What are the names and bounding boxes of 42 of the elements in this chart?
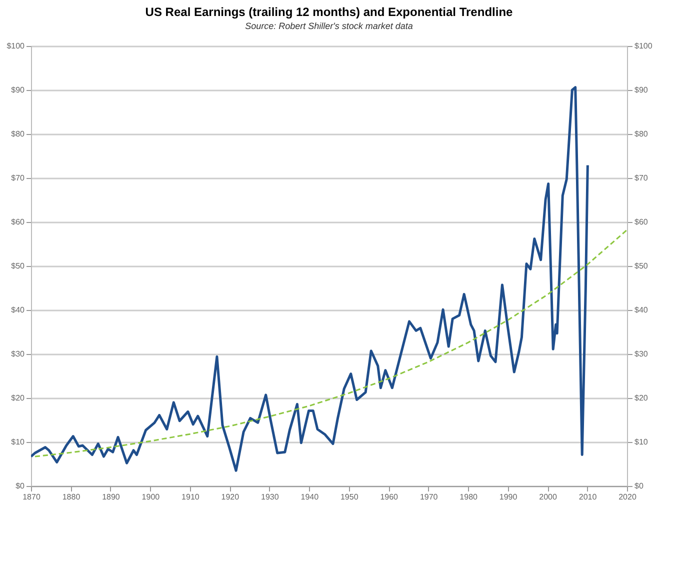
y-tick-label: $10 — [11, 438, 26, 446]
y-tick-label: $100 — [6, 42, 26, 50]
y2-tick-label: $90 — [634, 86, 648, 94]
x-tick-label: 1930 — [261, 492, 280, 502]
y2-tick-label: $20 — [634, 394, 648, 402]
x-tick-label: 1990 — [499, 492, 518, 502]
source-note: Source: Robert Shiller's stock market data — [245, 21, 413, 31]
x-tick-label: 1920 — [221, 492, 240, 502]
y-tick-label: $90 — [11, 86, 26, 94]
chart-title: US Real Earnings (trailing 12 months) and Exponential Trendline — [145, 5, 514, 19]
x-tick-label: 1960 — [380, 492, 399, 502]
x-tick-label: 1880 — [62, 492, 81, 502]
y2-tick-label: $10 — [634, 438, 648, 446]
y-tick-label: $30 — [11, 350, 26, 358]
x-tick-label: 1870 — [22, 492, 41, 502]
y2-tick-label: $30 — [634, 350, 648, 358]
x-tick-label: 1910 — [182, 492, 200, 502]
x-tick-label: 1900 — [142, 492, 160, 502]
x-tick-label: 1970 — [420, 492, 438, 502]
y-tick-label: $80 — [11, 130, 26, 138]
x-tick-label: 2000 — [539, 492, 558, 502]
x-tick-label: 1940 — [300, 492, 320, 502]
y-tick-label: $50 — [11, 262, 26, 270]
x-tick-label: 2010 — [578, 492, 598, 502]
x-tick-label: 1950 — [340, 492, 359, 502]
x-tick-label: 1890 — [102, 492, 120, 502]
y2-tick-label: $80 — [634, 130, 648, 138]
y-tick-label: $40 — [11, 306, 26, 314]
line-series — [34, 229, 627, 458]
y2-tick-label: $60 — [634, 218, 648, 226]
y-tick-label: $0 — [16, 482, 26, 490]
y2-tick-label: $100 — [634, 42, 653, 50]
y2-tick-label: $70 — [634, 174, 648, 182]
y2-tick-label: $50 — [634, 262, 648, 270]
y2-tick-label: $0 — [634, 482, 644, 490]
y-tick-label: $20 — [11, 394, 26, 402]
x-tick-label: 2020 — [618, 492, 637, 502]
y-tick-label: $70 — [11, 174, 26, 182]
y-tick-label: $60 — [11, 218, 26, 226]
x-tick-label: 1980 — [460, 492, 478, 502]
line-series — [31, 86, 589, 472]
y2-tick-label: $40 — [634, 306, 648, 314]
